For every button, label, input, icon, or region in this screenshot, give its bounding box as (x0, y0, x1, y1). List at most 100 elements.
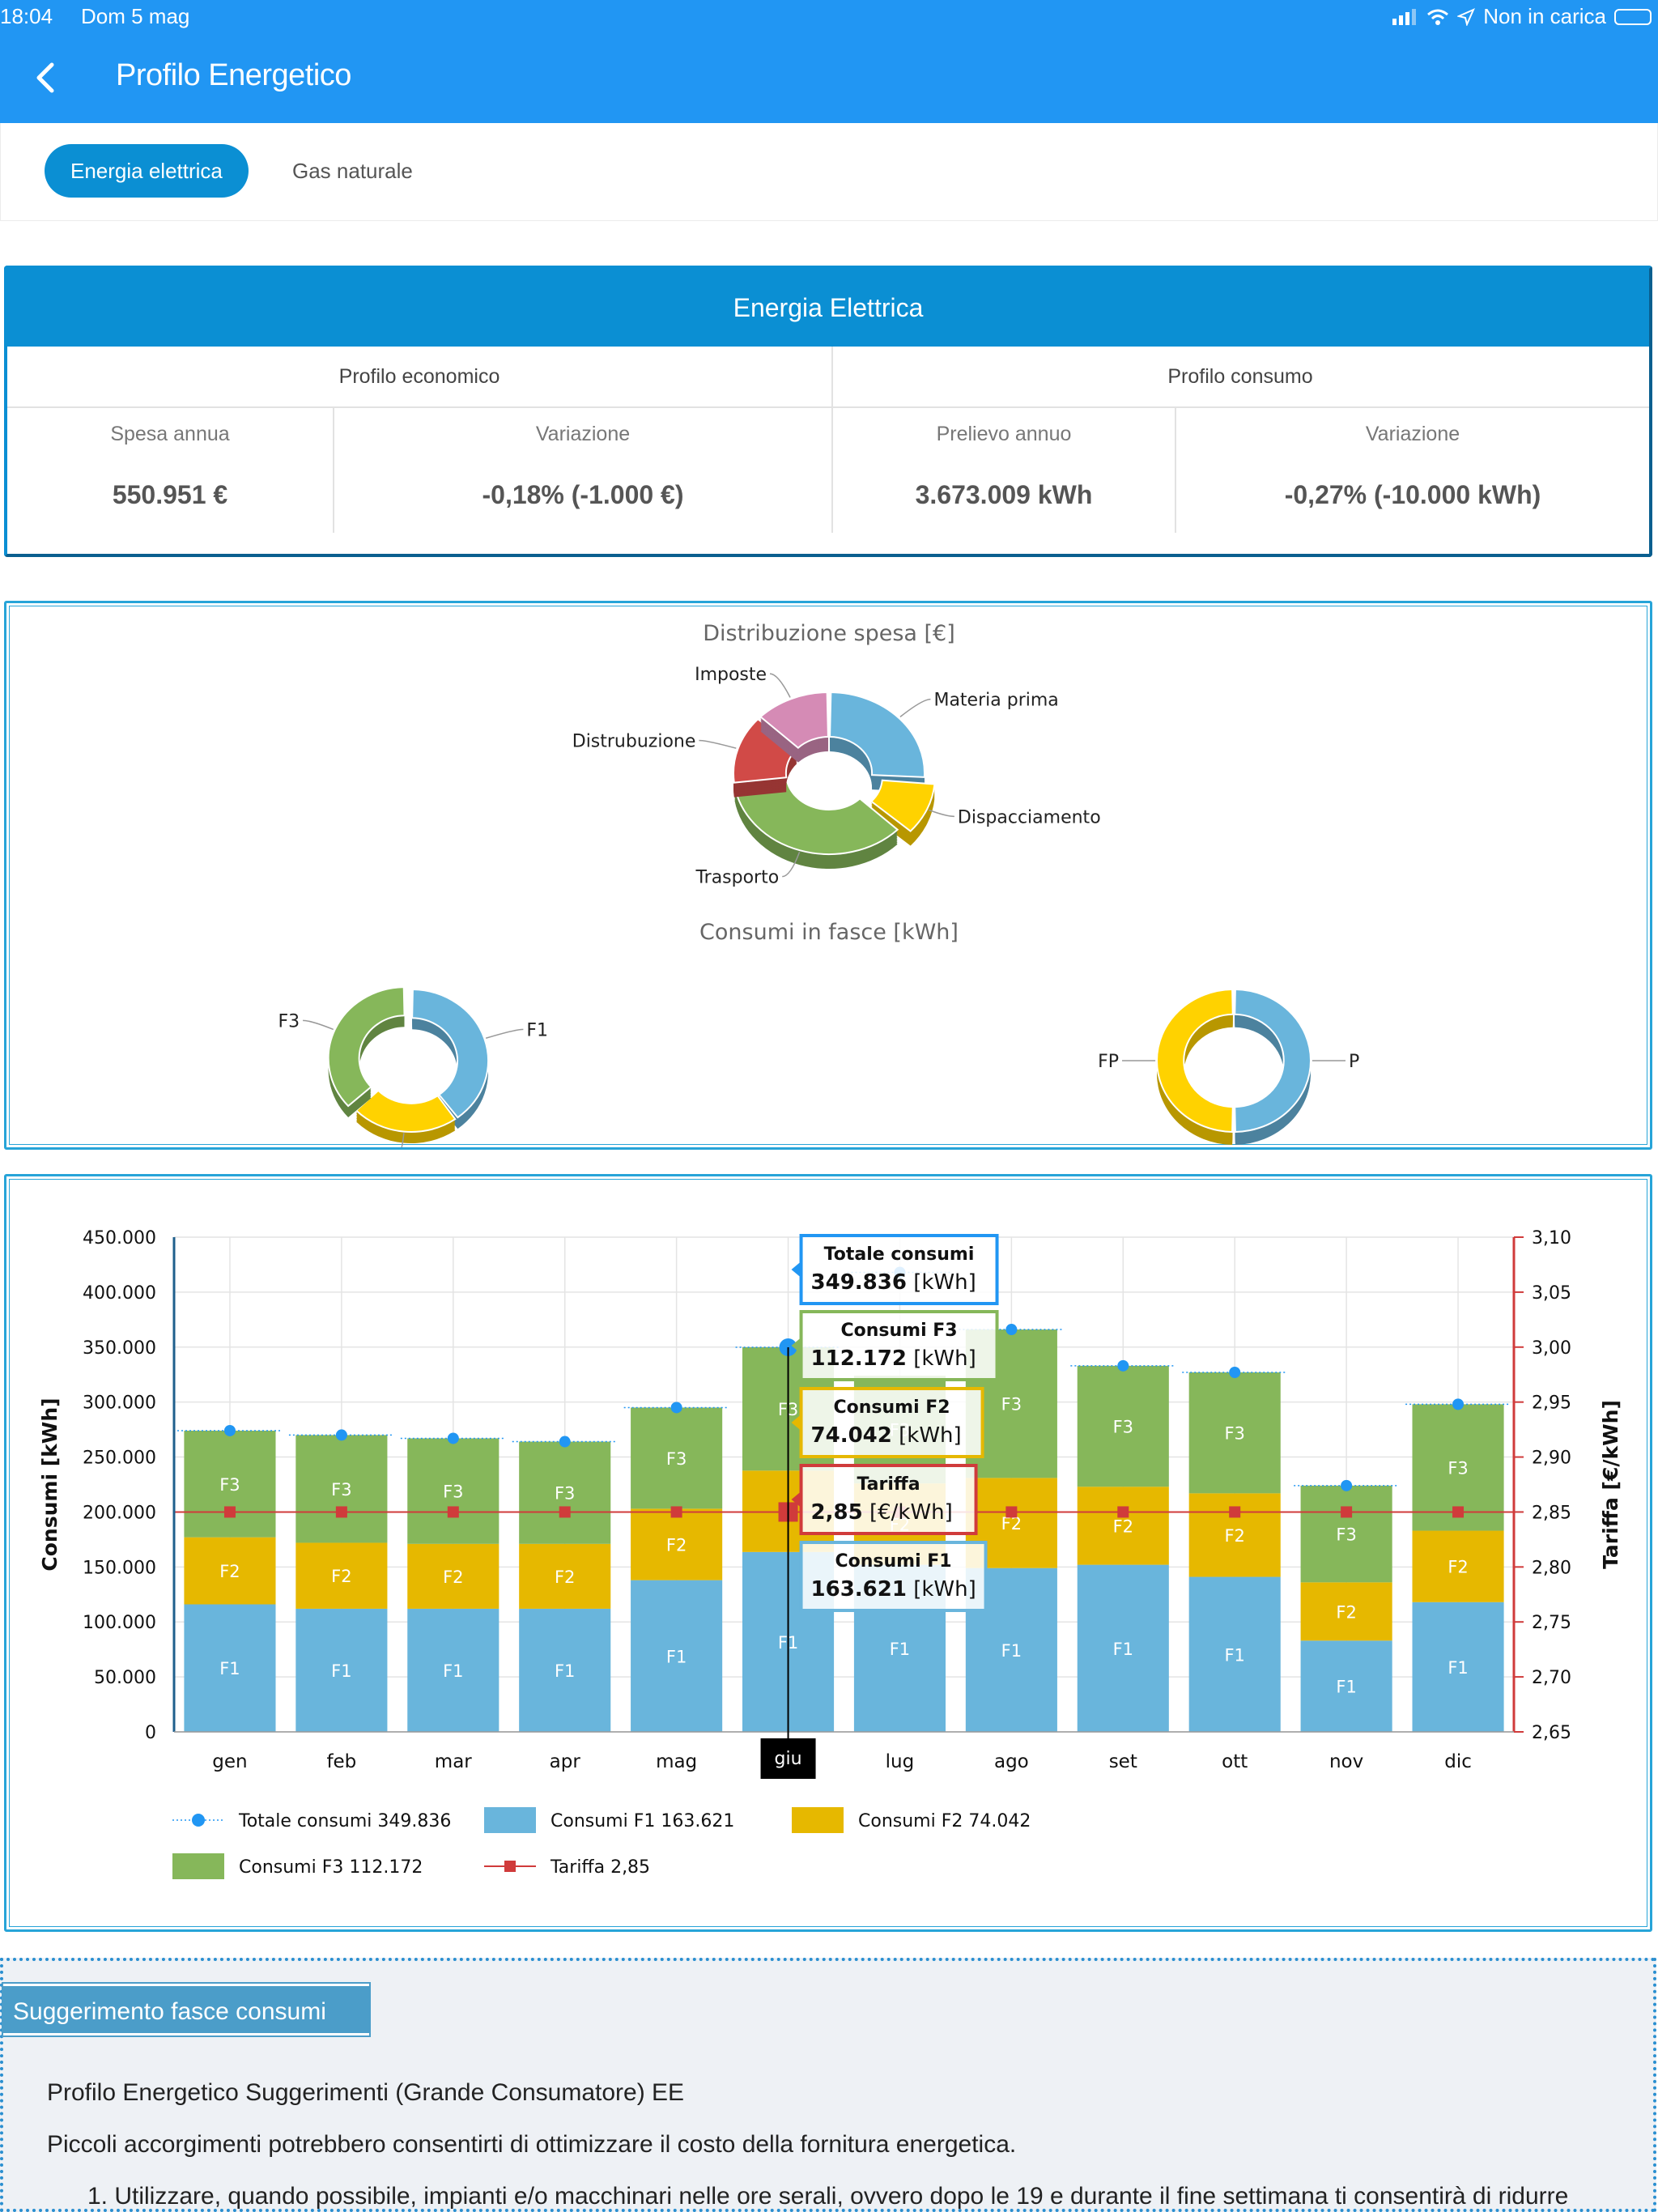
legend-item[interactable]: Consumi F3 112.172 (172, 1853, 423, 1879)
bar-f1-feb[interactable] (295, 1608, 388, 1732)
bar-f2-apr[interactable] (519, 1543, 611, 1609)
slice-f3[interactable] (327, 986, 406, 1108)
bar-label: F1 (331, 1661, 351, 1681)
tooltip-box (799, 1464, 978, 1535)
status-time: 18:04 (0, 4, 53, 28)
slice-f3-label: F3 (278, 1011, 300, 1032)
tooltip-title: Consumi F1 (835, 1551, 951, 1572)
slice-dispacciamento[interactable] (869, 779, 936, 832)
total-point-nov[interactable] (1341, 1479, 1353, 1491)
slice-imposte[interactable] (759, 691, 829, 749)
economic-variation-value: -0,18% (-1.000 €) (482, 480, 684, 509)
tooltip-box (799, 1310, 999, 1381)
bar-f1-apr[interactable] (519, 1608, 611, 1732)
bar-label: F1 (555, 1661, 575, 1681)
slice-distrubuzione[interactable] (733, 717, 799, 784)
tariff-point-ago[interactable] (1005, 1506, 1018, 1518)
bar-label: F2 (443, 1568, 463, 1587)
economic-heading: Profilo economico (338, 365, 500, 388)
bar-f1-dic[interactable] (1412, 1602, 1504, 1732)
bar-f3-nov[interactable] (1300, 1485, 1392, 1583)
bar-f2-mar[interactable] (407, 1543, 500, 1609)
bar-f3-feb[interactable] (295, 1435, 388, 1543)
y-axis-label: Consumi [kWh] (38, 1397, 62, 1571)
divider (831, 347, 833, 533)
bar-f2-nov[interactable] (1300, 1582, 1392, 1641)
tariff-point-set[interactable] (1117, 1506, 1129, 1518)
tariff-point-mar[interactable] (447, 1506, 459, 1518)
tariff-point-nov[interactable] (1341, 1506, 1353, 1518)
total-point-mar[interactable] (447, 1432, 459, 1444)
slice-f1[interactable] (411, 988, 489, 1119)
slice-fp[interactable] (1156, 988, 1234, 1134)
bar-label: F2 (219, 1562, 240, 1581)
bar-f2-feb[interactable] (295, 1542, 388, 1609)
slice-f1-connector (485, 1028, 524, 1039)
bar-f2-set[interactable] (1077, 1487, 1169, 1565)
bar-f1-mar[interactable] (407, 1608, 500, 1732)
slice-dispacciamento-label: Dispacciamento (958, 807, 1101, 827)
slice-materia-prima-connector (899, 698, 931, 717)
tab-bar: Energia elettrica Gas naturale (0, 123, 1658, 221)
consumption-heading: Profilo consumo (1167, 365, 1313, 388)
bar-f1-nov[interactable] (1300, 1640, 1392, 1732)
x-tick-label: set (1109, 1751, 1137, 1772)
total-point-apr[interactable] (559, 1436, 571, 1448)
summary-title: Energia Elettrica (7, 269, 1649, 347)
summary-card: Energia Elettrica Profilo economico Prof… (4, 266, 1652, 557)
tariff-point-ott[interactable] (1229, 1506, 1241, 1518)
bar-f2-gen[interactable] (184, 1537, 276, 1605)
suggestion-heading: Profilo Energetico Suggerimenti (Grande … (47, 2079, 685, 2106)
consumption-chart: F1 F2 F3 F1 F2 F3 F1 F2 F3 F1 F2 F3 F1 F2 F3 F1 F2 F3 F1 F2… (38, 1228, 1622, 1879)
tariff-point-mag[interactable] (670, 1506, 682, 1518)
pies-svg: Distribuzione spesa [€] Consumi in fasce… (278, 621, 1359, 1172)
pies-card: Distribuzione spesa [€] Consumi in fasce… (4, 601, 1652, 1172)
slice-dispacciamento-connector (928, 809, 954, 818)
bar-f3-mag[interactable] (631, 1407, 723, 1509)
total-point-mag[interactable] (670, 1402, 682, 1414)
bar-f1-mag[interactable] (631, 1580, 723, 1732)
spend-cell: Spesa annua 550.951 € (7, 406, 333, 557)
legend-item[interactable]: Totale consumi 349.836 (172, 1811, 451, 1831)
tariff-point-gen[interactable] (223, 1506, 236, 1518)
tariff-point-feb[interactable] (335, 1506, 347, 1518)
slice-materia-prima[interactable] (829, 691, 925, 778)
bar-f3-apr[interactable] (519, 1441, 611, 1544)
bar-f1-ott[interactable] (1188, 1576, 1281, 1732)
tooltip-pointer (791, 1338, 801, 1354)
tariff-point-dic[interactable] (1452, 1506, 1465, 1518)
bar-f2-dic[interactable] (1412, 1530, 1504, 1602)
y-tick-label: 150.000 (83, 1558, 156, 1578)
bar-label: F3 (666, 1449, 687, 1469)
total-point-ago[interactable] (1005, 1324, 1018, 1336)
slice-imposte-label: Imposte (695, 665, 767, 685)
bar-f1-set[interactable] (1077, 1564, 1169, 1732)
spend-value: 550.951 € (112, 480, 228, 509)
bar-f3-set[interactable] (1077, 1365, 1169, 1487)
bar-f3-gen[interactable] (184, 1430, 276, 1538)
total-point-ott[interactable] (1229, 1367, 1241, 1379)
status-right: Non in carica (1392, 4, 1652, 29)
bar-f2-mag[interactable] (631, 1508, 723, 1580)
total-point-gen[interactable] (223, 1424, 236, 1436)
legend-item[interactable]: Tariffa 2,85 (484, 1857, 650, 1878)
legend-item[interactable]: Consumi F2 74.042 (792, 1807, 1031, 1833)
total-point-set[interactable] (1117, 1359, 1129, 1372)
total-point-feb[interactable] (335, 1429, 347, 1441)
legend-item[interactable]: Consumi F1 163.621 (484, 1807, 734, 1833)
x-tick-label: apr (550, 1751, 581, 1772)
tab-energia-elettrica[interactable]: Energia elettrica (45, 144, 249, 198)
bar-f3-ott[interactable] (1188, 1372, 1281, 1494)
slice-trasporto[interactable] (733, 777, 899, 855)
total-point-dic[interactable] (1452, 1398, 1465, 1410)
battery-icon (1614, 8, 1652, 25)
bar-f1-gen[interactable] (184, 1604, 276, 1732)
tariff-point-apr[interactable] (559, 1506, 571, 1518)
tab-gas-naturale[interactable]: Gas naturale (292, 159, 413, 183)
x-tick-label: ott (1222, 1751, 1248, 1772)
tooltip-value: 74.042 [kWh] (811, 1423, 962, 1448)
slice-p[interactable] (1234, 988, 1312, 1134)
tooltip-pointer (791, 1491, 801, 1508)
back-button[interactable] (24, 55, 70, 100)
bar-f3-mar[interactable] (407, 1438, 500, 1544)
